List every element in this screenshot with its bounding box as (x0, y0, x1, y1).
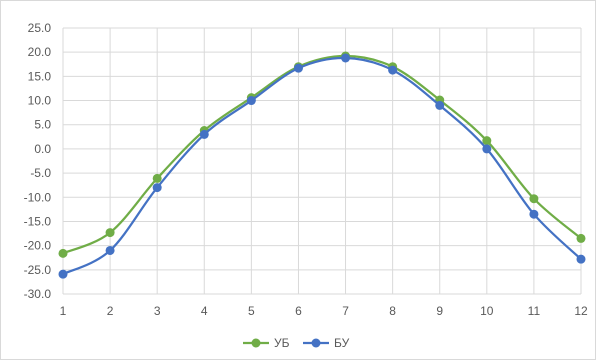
data-point (246, 96, 256, 106)
data-point (529, 209, 539, 219)
y-tick-label: -5.0 (30, 166, 51, 180)
x-tick-label: 9 (436, 304, 443, 318)
legend-marker (251, 338, 261, 348)
x-tick-label: 7 (342, 304, 349, 318)
legend-label: БУ (334, 336, 350, 350)
data-point (388, 65, 398, 75)
y-tick-label: 20.0 (28, 45, 52, 59)
y-tick-label: -30.0 (24, 287, 52, 301)
data-point (435, 100, 445, 110)
data-point (293, 63, 303, 73)
x-tick-label: 12 (574, 304, 588, 318)
data-point (199, 129, 209, 139)
data-point (152, 173, 162, 183)
y-tick-label: -15.0 (24, 214, 52, 228)
series-line-1 (61, 56, 583, 276)
data-point (576, 254, 586, 264)
x-tick-label: 6 (295, 304, 302, 318)
x-tick-label: 4 (201, 304, 208, 318)
x-tick-label: 5 (248, 304, 255, 318)
y-tick-label: -20.0 (24, 239, 52, 253)
legend-label: УБ (274, 336, 290, 350)
data-point (58, 248, 68, 258)
legend-marker (311, 338, 321, 348)
x-tick-label: 10 (480, 304, 494, 318)
data-point (576, 233, 586, 243)
data-point (105, 228, 115, 238)
y-tick-label: 10.0 (28, 94, 52, 108)
x-tick-label: 1 (60, 304, 67, 318)
y-tick-label: 15.0 (28, 69, 52, 83)
x-tick-label: 2 (107, 304, 114, 318)
data-point (482, 136, 492, 146)
y-tick-label: -10.0 (24, 190, 52, 204)
data-point (482, 144, 492, 154)
series-line-0 (61, 54, 583, 255)
data-point (105, 245, 115, 255)
y-tick-label: -25.0 (24, 263, 52, 277)
data-point (341, 53, 351, 63)
y-tick-label: 25.0 (28, 21, 52, 35)
x-tick-label: 8 (389, 304, 396, 318)
x-tick-label: 3 (154, 304, 161, 318)
data-point (529, 194, 539, 204)
data-point (152, 183, 162, 193)
data-point (58, 269, 68, 279)
x-tick-label: 11 (528, 304, 541, 318)
y-tick-label: 0.0 (34, 142, 51, 156)
y-tick-label: 5.0 (34, 118, 51, 132)
